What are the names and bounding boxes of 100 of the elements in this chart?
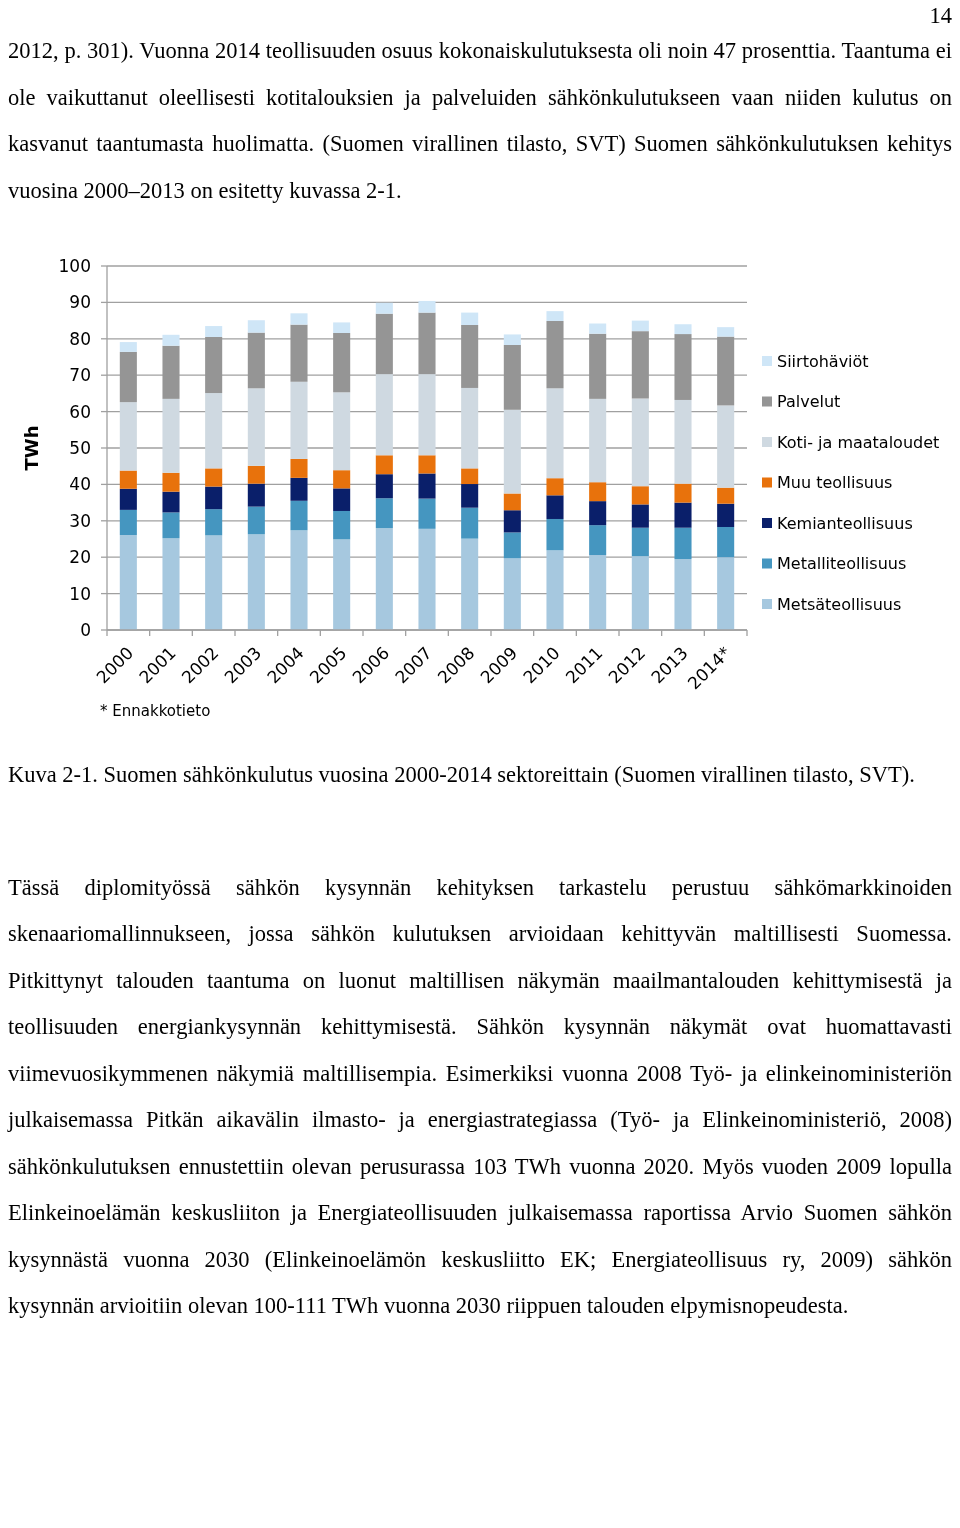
- bar: [503, 334, 521, 345]
- bar: [503, 558, 521, 630]
- bar: [674, 559, 692, 630]
- bar: [461, 468, 479, 485]
- bar: [162, 538, 180, 630]
- bar: [247, 483, 265, 507]
- bar: [290, 381, 308, 459]
- y-tick-label: 20: [69, 547, 91, 568]
- y-tick-label: 70: [69, 365, 91, 386]
- bar: [717, 487, 735, 504]
- bar: [375, 528, 393, 630]
- bar: [375, 302, 393, 314]
- bar: [333, 470, 351, 489]
- y-tick-label: 100: [58, 255, 91, 276]
- bar: [119, 470, 137, 489]
- bar: [247, 388, 265, 466]
- bar: [674, 527, 692, 560]
- bar: [418, 455, 436, 474]
- text: 2012, p. 301). Vuonna 2014 teollisuuden osuus kokonaiskulutuksesta oli noin 47 prosenttia. Taantuma ei ole vaikuttanut oleellisesti kotitalouksien ja palveluiden sähkönkulutukseen vaan niiden kulutus on kasvanut taantumasta huolimatta. (Suomen virallinen tilasto, SVT) Suomen sähkönkulutuksen kehitys vuosina 2000–2013 on esitetty kuvassa 2-1.: [8, 37, 952, 205]
- y-tick-label: 10: [69, 583, 91, 604]
- y-tick-label: 40: [69, 474, 91, 495]
- bar: [205, 486, 223, 510]
- bar: [674, 483, 692, 503]
- y-tick-label: 60: [69, 401, 91, 422]
- bar: [247, 320, 265, 333]
- bar: [503, 409, 521, 494]
- bar: [333, 322, 351, 333]
- bar: [119, 535, 137, 630]
- legend-label: Siirtohäviöt: [777, 351, 869, 371]
- bar: [717, 405, 735, 488]
- bar: [503, 493, 521, 511]
- text: * Ennakkotieto: [100, 702, 211, 720]
- bar: [162, 472, 180, 492]
- bar: [290, 477, 308, 501]
- legend-label: Palvelut: [777, 392, 841, 412]
- bar: [205, 393, 223, 469]
- bar: [631, 486, 649, 505]
- bar: [290, 500, 308, 531]
- bar: [717, 503, 735, 527]
- bar: [162, 398, 180, 473]
- bar: [162, 512, 180, 539]
- bar: [674, 324, 692, 335]
- bar: [717, 526, 735, 558]
- bar: [546, 518, 564, 551]
- bar: [247, 534, 265, 630]
- bar: [503, 510, 521, 533]
- bar: [546, 550, 564, 630]
- bar: [631, 398, 649, 487]
- bar: [119, 342, 137, 352]
- bar: [290, 458, 308, 478]
- text: 14: [928, 3, 952, 28]
- bar: [589, 525, 607, 556]
- bar: [375, 498, 393, 529]
- bar: [589, 482, 607, 502]
- bar: [162, 334, 180, 346]
- bar: [418, 498, 436, 529]
- bar: [546, 311, 564, 321]
- bar: [418, 300, 436, 313]
- bar: [162, 491, 180, 513]
- legend-label: Metsäteollisuus: [777, 594, 902, 614]
- bar: [674, 399, 692, 484]
- text: Kuva 2-1. Suomen sähkönkulutus vuosina 2000-2014 sektoreittain (Suomen virallinen tilasto, SVT).: [8, 761, 916, 789]
- bar: [717, 557, 735, 630]
- bar: [375, 374, 393, 456]
- y-tick-label: 30: [69, 510, 91, 531]
- bar: [290, 313, 308, 325]
- y-tick-label: 90: [69, 292, 91, 313]
- bar: [247, 465, 265, 484]
- bar: [631, 556, 649, 630]
- bar: [631, 527, 649, 557]
- bar: [631, 320, 649, 332]
- legend-label: Kemianteollisuus: [777, 513, 913, 533]
- text: Tässä diplomityössä sähkön kysynnän kehityksen tarkastelu perustuu sähkömarkkinoiden skenaariomallinnukseen, jossa sähkön kulutuksen arvioidaan kehittyvän maltillisesti Suomessa. Pitkittynyt talouden taantuma on luonut maltillisen näkymän maailmantalouden kehittymisestä ja teollisuuden energiankysynnän kehittymisestä. Sähkön kysynnän näkymät ovat huomattavasti viimevuosikymmenen näkymiä maltillisempia. Esimerkiksi vuonna 2008 Työ- ja elinkeinoministeriön julkaisemassa Pitkän aikavälin ilmasto- ja energiastrategiassa (Työ- ja Elinkeinoministeriö, 2008) sähkönkulutuksen ennustettiin olevan perusurassa 103 TWh vuonna 2020. Myös vuoden 2009 lopulla Elinkeinoelämän keskusliiton ja Energiateollisuuden julkaisemassa raportissa Arvio Suomen sähkön kysynnästä vuonna 2030 (Elinkeinoelämön keskusliitto EK; Energiateollisuus ry, 2009) sähkön kysynnän arvioitiin olevan 100-111 TWh vuonna 2030 riippuen talouden elpymisnopeudesta.: [8, 874, 952, 1318]
- y-tick-label: 50: [69, 437, 91, 458]
- bar: [546, 478, 564, 496]
- y-axis-title: TWh: [21, 425, 42, 471]
- bar: [418, 473, 436, 499]
- bar: [418, 528, 436, 630]
- bar: [119, 488, 137, 510]
- bar: [589, 555, 607, 630]
- bar: [119, 402, 137, 471]
- bar: [674, 502, 692, 528]
- bar: [205, 509, 223, 536]
- bar: [375, 455, 393, 475]
- bar: [546, 495, 564, 519]
- bar: [589, 398, 607, 483]
- y-tick-label: 80: [69, 328, 91, 349]
- bar: [461, 387, 479, 469]
- bar: [205, 326, 223, 337]
- bar: [119, 509, 137, 535]
- bar: [418, 374, 436, 456]
- bar: [247, 506, 265, 535]
- legend-label: Muu teollisuus: [777, 473, 893, 493]
- bar: [461, 507, 479, 539]
- legend-label: Metalliteollisuus: [777, 554, 907, 574]
- bar: [589, 323, 607, 334]
- y-tick-label: 0: [80, 619, 91, 640]
- bar: [503, 532, 521, 559]
- bar: [205, 535, 223, 630]
- bar: [333, 488, 351, 511]
